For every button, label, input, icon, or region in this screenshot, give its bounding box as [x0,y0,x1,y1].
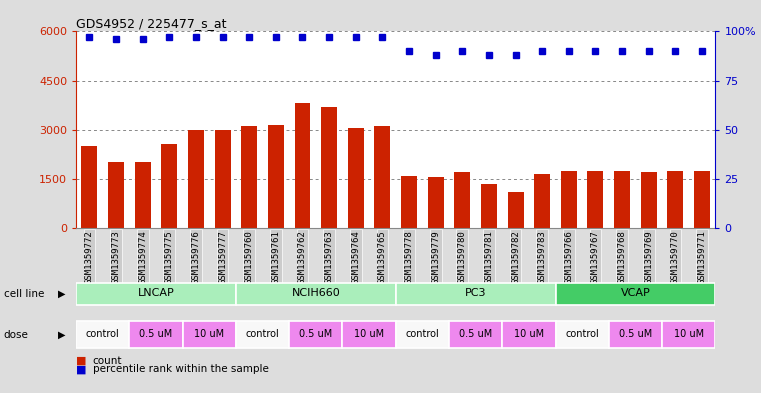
Text: ▶: ▶ [58,289,65,299]
Text: control: control [86,329,119,339]
Bar [614,171,630,228]
Bar [502,321,556,348]
Bar [129,321,183,348]
Bar [215,130,231,228]
Bar [81,146,97,228]
Text: control: control [246,329,279,339]
Text: 10 uM: 10 uM [354,329,384,339]
Bar [348,128,364,228]
Bar [342,321,396,348]
Bar [135,162,151,228]
Bar [289,321,342,348]
Bar [556,321,609,348]
Text: 0.5 uM: 0.5 uM [619,329,652,339]
Bar [396,321,449,348]
Bar [401,176,417,228]
Text: LNCAP: LNCAP [138,288,174,298]
Bar [662,321,715,348]
Bar [188,130,204,228]
Text: 10 uM: 10 uM [194,329,224,339]
Bar [481,184,497,228]
Text: 0.5 uM: 0.5 uM [299,329,333,339]
Bar [667,171,683,228]
Text: PC3: PC3 [465,288,486,298]
Text: cell line: cell line [4,289,44,299]
Bar [161,144,177,228]
Text: NCIH660: NCIH660 [291,288,340,298]
Text: count: count [93,356,123,366]
Bar [534,174,550,228]
Text: 0.5 uM: 0.5 uM [139,329,173,339]
Text: 0.5 uM: 0.5 uM [459,329,492,339]
Text: VCAP: VCAP [620,288,651,298]
Text: ▶: ▶ [58,330,65,340]
Bar [396,283,556,305]
Bar [454,172,470,228]
Text: dose: dose [4,330,29,340]
Bar [76,321,129,348]
Bar [508,192,524,228]
Bar [295,103,310,228]
Bar [236,283,396,305]
Text: 10 uM: 10 uM [514,329,544,339]
Text: GDS4952 / 225477_s_at: GDS4952 / 225477_s_at [76,17,227,30]
Text: control: control [406,329,439,339]
Bar [449,321,502,348]
Text: 10 uM: 10 uM [673,329,704,339]
Bar [183,321,236,348]
Bar [76,283,236,305]
Bar [268,125,284,228]
Bar [587,171,603,228]
Bar [609,321,662,348]
Bar [236,321,289,348]
Bar [374,127,390,228]
Text: ■: ■ [76,356,87,366]
Bar [428,177,444,228]
Bar [556,283,715,305]
Bar [561,171,577,228]
Bar [241,127,257,228]
Text: control: control [565,329,599,339]
Text: ■: ■ [76,364,87,375]
Bar [641,172,657,228]
Bar [321,107,337,228]
Text: percentile rank within the sample: percentile rank within the sample [93,364,269,375]
Bar [108,162,124,228]
Bar [694,171,710,228]
